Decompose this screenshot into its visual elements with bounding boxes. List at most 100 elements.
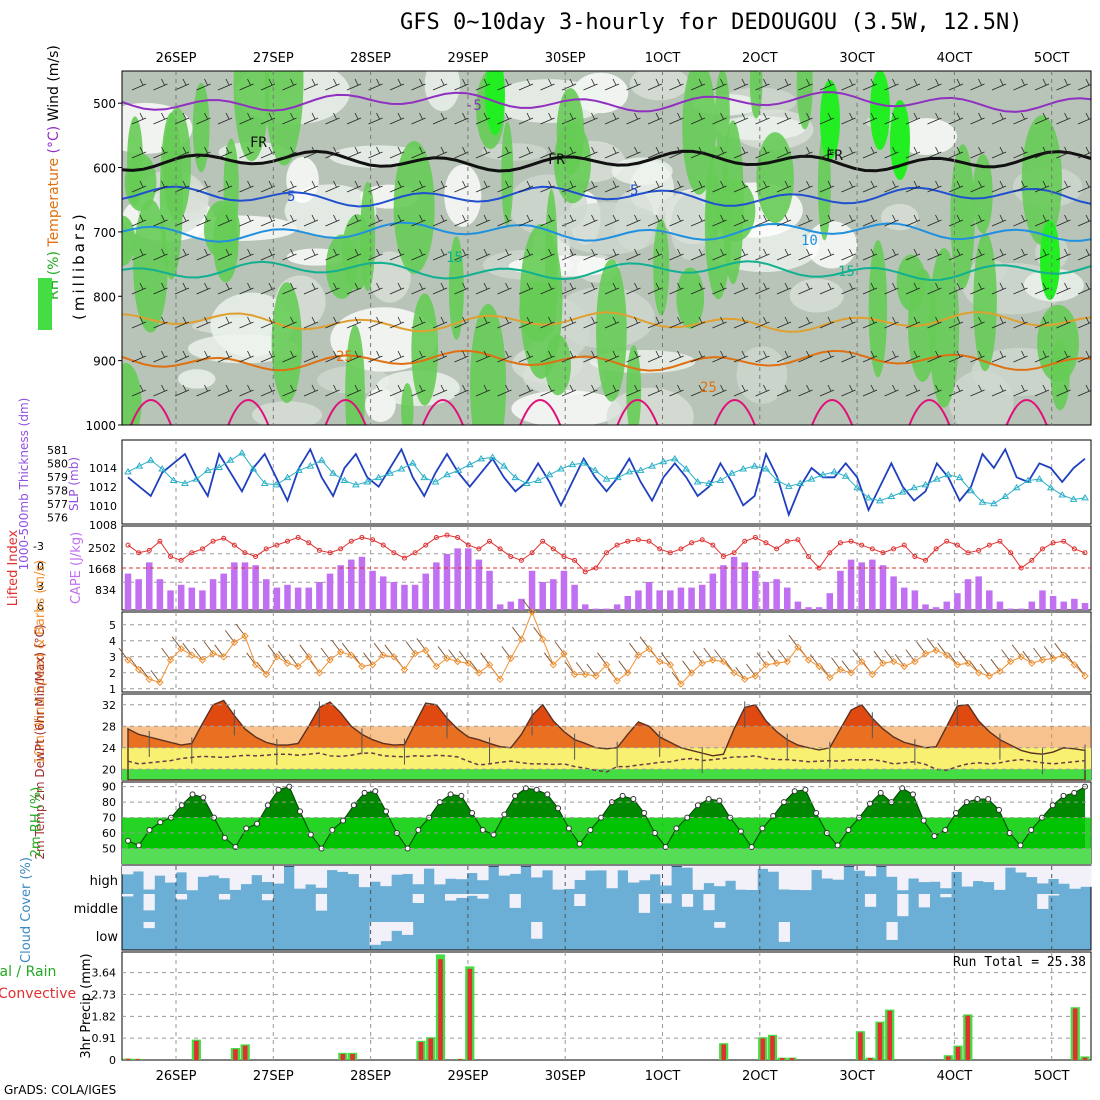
cloud-clear-fraction	[1037, 866, 1049, 884]
wind-point	[655, 657, 664, 666]
cloud-clear-fraction	[455, 894, 468, 898]
lifted-index-point	[572, 557, 578, 563]
cape-bar	[613, 604, 621, 610]
lifted-index-point	[880, 550, 886, 556]
wind-barb	[260, 146, 276, 159]
rh-point	[340, 817, 347, 824]
pressure-tick: 600	[93, 162, 116, 176]
thickness-point	[1081, 493, 1089, 501]
thickness-point	[830, 467, 839, 475]
wind-point	[889, 657, 898, 666]
lifted-index-point	[263, 546, 269, 552]
wind-barb	[389, 78, 405, 91]
thickness-point	[898, 488, 907, 495]
wind-barb	[346, 248, 362, 261]
wind-barb	[776, 350, 792, 363]
wind-barb	[260, 282, 276, 295]
lifted-index-point	[763, 540, 769, 546]
cape-bar	[794, 601, 802, 610]
cape-bar	[486, 570, 493, 610]
wind-barb	[604, 316, 620, 329]
pressure-tick: 1000	[85, 419, 116, 433]
lifted-index-point	[359, 534, 365, 540]
rh-point	[1028, 826, 1035, 833]
wind-barb	[583, 214, 598, 227]
cape-bar	[986, 590, 993, 610]
thickness-line	[127, 452, 1086, 505]
isotherm-30	[519, 399, 562, 425]
lifted-index-point	[316, 547, 322, 553]
wind-barb	[325, 384, 340, 397]
lifted-index-point	[912, 554, 918, 560]
precip-convective-bar	[867, 1058, 873, 1060]
wind-barb	[583, 112, 598, 125]
thickness-point	[272, 480, 280, 488]
wind-tick: 3	[109, 651, 116, 664]
wind-point	[953, 661, 962, 669]
wind-barb	[389, 146, 405, 159]
wind-barb	[561, 384, 577, 397]
cloud-clear-fraction	[423, 866, 435, 869]
wind-barb	[604, 384, 620, 397]
wind-barb	[497, 350, 512, 363]
rh-point	[275, 786, 282, 793]
wind-barb	[540, 384, 555, 397]
date-label-bottom: 30SEP	[545, 1069, 586, 1084]
cape-bar	[656, 590, 663, 610]
wind-barb	[454, 214, 469, 227]
wind-barb	[346, 214, 362, 227]
wind-point	[390, 653, 398, 661]
rh-point	[383, 808, 390, 815]
wind-barb	[647, 146, 663, 159]
cloud-clear-fraction	[617, 866, 629, 871]
wind-barb	[1077, 248, 1091, 261]
thickness-point	[397, 464, 406, 472]
precip-convective-bar	[887, 1010, 892, 1060]
wind-barb	[196, 282, 211, 295]
cape-bar	[1081, 603, 1089, 610]
wind-barb	[1077, 146, 1091, 159]
wind-point	[294, 662, 302, 671]
rh-point	[565, 825, 572, 832]
thickness-point	[579, 459, 588, 466]
cape-bar	[879, 565, 887, 610]
thickness-tick: 578	[47, 485, 68, 498]
cloud-clear-fraction	[531, 922, 543, 939]
lifted-index-point	[561, 554, 567, 560]
cape-bar	[135, 579, 142, 610]
wind-point	[315, 669, 324, 677]
rh-point	[705, 796, 712, 803]
wind-barb	[1013, 214, 1028, 227]
cloud-clear-fraction	[175, 866, 188, 873]
wind-barb	[647, 214, 663, 227]
wind-barb	[346, 384, 362, 397]
rh-point	[1071, 789, 1078, 796]
date-label-top: 29SEP	[447, 51, 488, 66]
wind-barb	[841, 112, 856, 125]
rh-point	[479, 826, 486, 833]
date-label-bottom: 3OCT	[839, 1069, 875, 1084]
thickness-point	[374, 473, 383, 481]
date-label-bottom: 2OCT	[742, 1069, 778, 1084]
isotherm-15	[122, 260, 1091, 282]
wind-barb	[1056, 78, 1071, 91]
wind-barb	[239, 282, 254, 295]
wind-barb	[303, 384, 319, 397]
wind-barb	[690, 282, 706, 295]
wind-point	[560, 649, 568, 658]
thickness-point	[944, 470, 953, 478]
cloud-clear-fraction	[380, 922, 392, 942]
thickness-point	[306, 462, 315, 469]
wind-barb	[561, 214, 577, 227]
rh-moist-patch	[928, 248, 960, 408]
cape-bar	[773, 579, 780, 610]
wind-point	[528, 608, 536, 616]
precip-convective-bar	[1072, 1008, 1078, 1060]
wind-barb	[239, 248, 254, 261]
isotherm-5	[122, 185, 1091, 208]
wind-point	[751, 672, 760, 680]
cape-bar	[741, 562, 748, 610]
cloud-clear-fraction	[789, 866, 801, 890]
cape-bar	[199, 590, 206, 610]
cape-ylabel: CAPE (J/kg)	[69, 532, 84, 604]
